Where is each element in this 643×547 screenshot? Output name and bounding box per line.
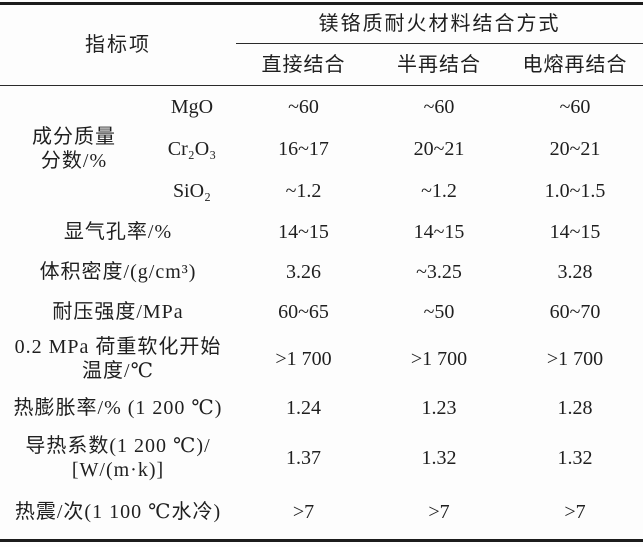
header-indicator-label: 指标项: [0, 3, 236, 86]
cell-value: 16~17: [278, 137, 329, 160]
table-row-mgo: 成分质量 分数/% MgO ~60 ~60 ~60: [0, 86, 643, 172]
cell-value: 60~65: [278, 300, 329, 323]
cell-value: 1.0~1.5: [544, 179, 606, 202]
table-row-softening-temperature: 0.2 MPa 荷重软化开始 温度/℃ >1 700 >1 700 >1 700: [0, 332, 643, 386]
cell-value: 1.23: [421, 397, 457, 419]
cell-value: >7: [564, 501, 586, 524]
row-label: 显气孔率/%: [63, 220, 173, 243]
header-row-2: 直接结合 半再结合 电熔再结合: [0, 43, 643, 86]
cell-value: ~60: [559, 95, 591, 118]
header-col-semi-rebonded: 半再结合: [371, 43, 507, 86]
cell-value: ~3.25: [416, 260, 462, 283]
cell-value: 3.28: [557, 260, 593, 283]
table-row-apparent-porosity: 显气孔率/% 14~15 14~15 14~15: [0, 212, 643, 252]
table-row-thermal-shock: 热震/次(1 100 ℃水冷) >7 >7 >7: [0, 486, 643, 541]
cell-value: ~1.2: [421, 179, 457, 202]
cell-value: 20~21: [549, 137, 601, 160]
cell-value: 3.26: [286, 260, 321, 283]
row-sublabel: MgO: [170, 95, 214, 118]
row-sublabel: Cr₂O₃: [167, 137, 217, 160]
table-row-sio2: SiO₂ ~1.2 ~1.2 1.0~1.5: [0, 170, 643, 212]
composition-group-label: 成分质量 分数/%: [32, 125, 116, 172]
table-row-cr2o3: Cr₂O₃ 16~17 20~21 20~21: [0, 128, 643, 170]
cell-value: ~60: [288, 95, 319, 118]
header-group-title: 镁铬质耐火材料结合方式: [236, 3, 643, 44]
row-label: 热震/次(1 100 ℃水冷): [14, 501, 222, 524]
header-row-1: 指标项 镁铬质耐火材料结合方式: [0, 3, 643, 86]
cell-value: ~60: [423, 95, 455, 118]
header-col-direct-bond: 直接结合: [236, 43, 371, 86]
cell-value: >1 700: [410, 347, 468, 370]
cell-value: >1 700: [546, 347, 604, 370]
cell-value: 1.37: [286, 447, 321, 469]
cell-value: >7: [292, 501, 315, 524]
table-row-thermal-expansion: 热膨胀率/% (1 200 ℃) 1.24 1.23 1.28: [0, 386, 643, 431]
table-row-crushing-strength: 耐压强度/MPa 60~65 ~50 60~70: [0, 292, 643, 332]
cell-value: 14~15: [549, 220, 601, 243]
row-label: 导热系数(1 200 ℃)/ [W/(m·k)]: [25, 435, 211, 481]
cell-value: 14~15: [413, 220, 465, 243]
cell-value: ~50: [423, 300, 455, 323]
table-row-thermal-conductivity: 导热系数(1 200 ℃)/ [W/(m·k)] 1.37 1.32 1.32: [0, 431, 643, 486]
cell-value: 1.24: [286, 397, 321, 419]
cell-value: 20~21: [413, 137, 465, 160]
row-label: 耐压强度/MPa: [52, 300, 184, 323]
cell-value: 60~70: [549, 300, 601, 323]
cell-value: ~1.2: [285, 179, 322, 202]
cell-value: 14~15: [278, 220, 329, 243]
row-label: 0.2 MPa 荷重软化开始 温度/℃: [14, 335, 222, 382]
row-label: 体积密度/(g/cm³): [39, 260, 197, 283]
cell-value: >7: [428, 501, 450, 524]
row-sublabel: SiO₂: [172, 179, 212, 202]
cell-value: 1.32: [557, 447, 593, 469]
cell-value: 1.28: [557, 397, 593, 419]
row-label: 热膨胀率/% (1 200 ℃): [13, 397, 223, 419]
cell-value: >1 700: [275, 347, 332, 370]
table-row-bulk-density: 体积密度/(g/cm³) 3.26 ~3.25 3.28: [0, 252, 643, 292]
cell-value: 1.32: [421, 447, 457, 469]
header-col-fused-rebonded: 电熔再结合: [507, 43, 643, 86]
